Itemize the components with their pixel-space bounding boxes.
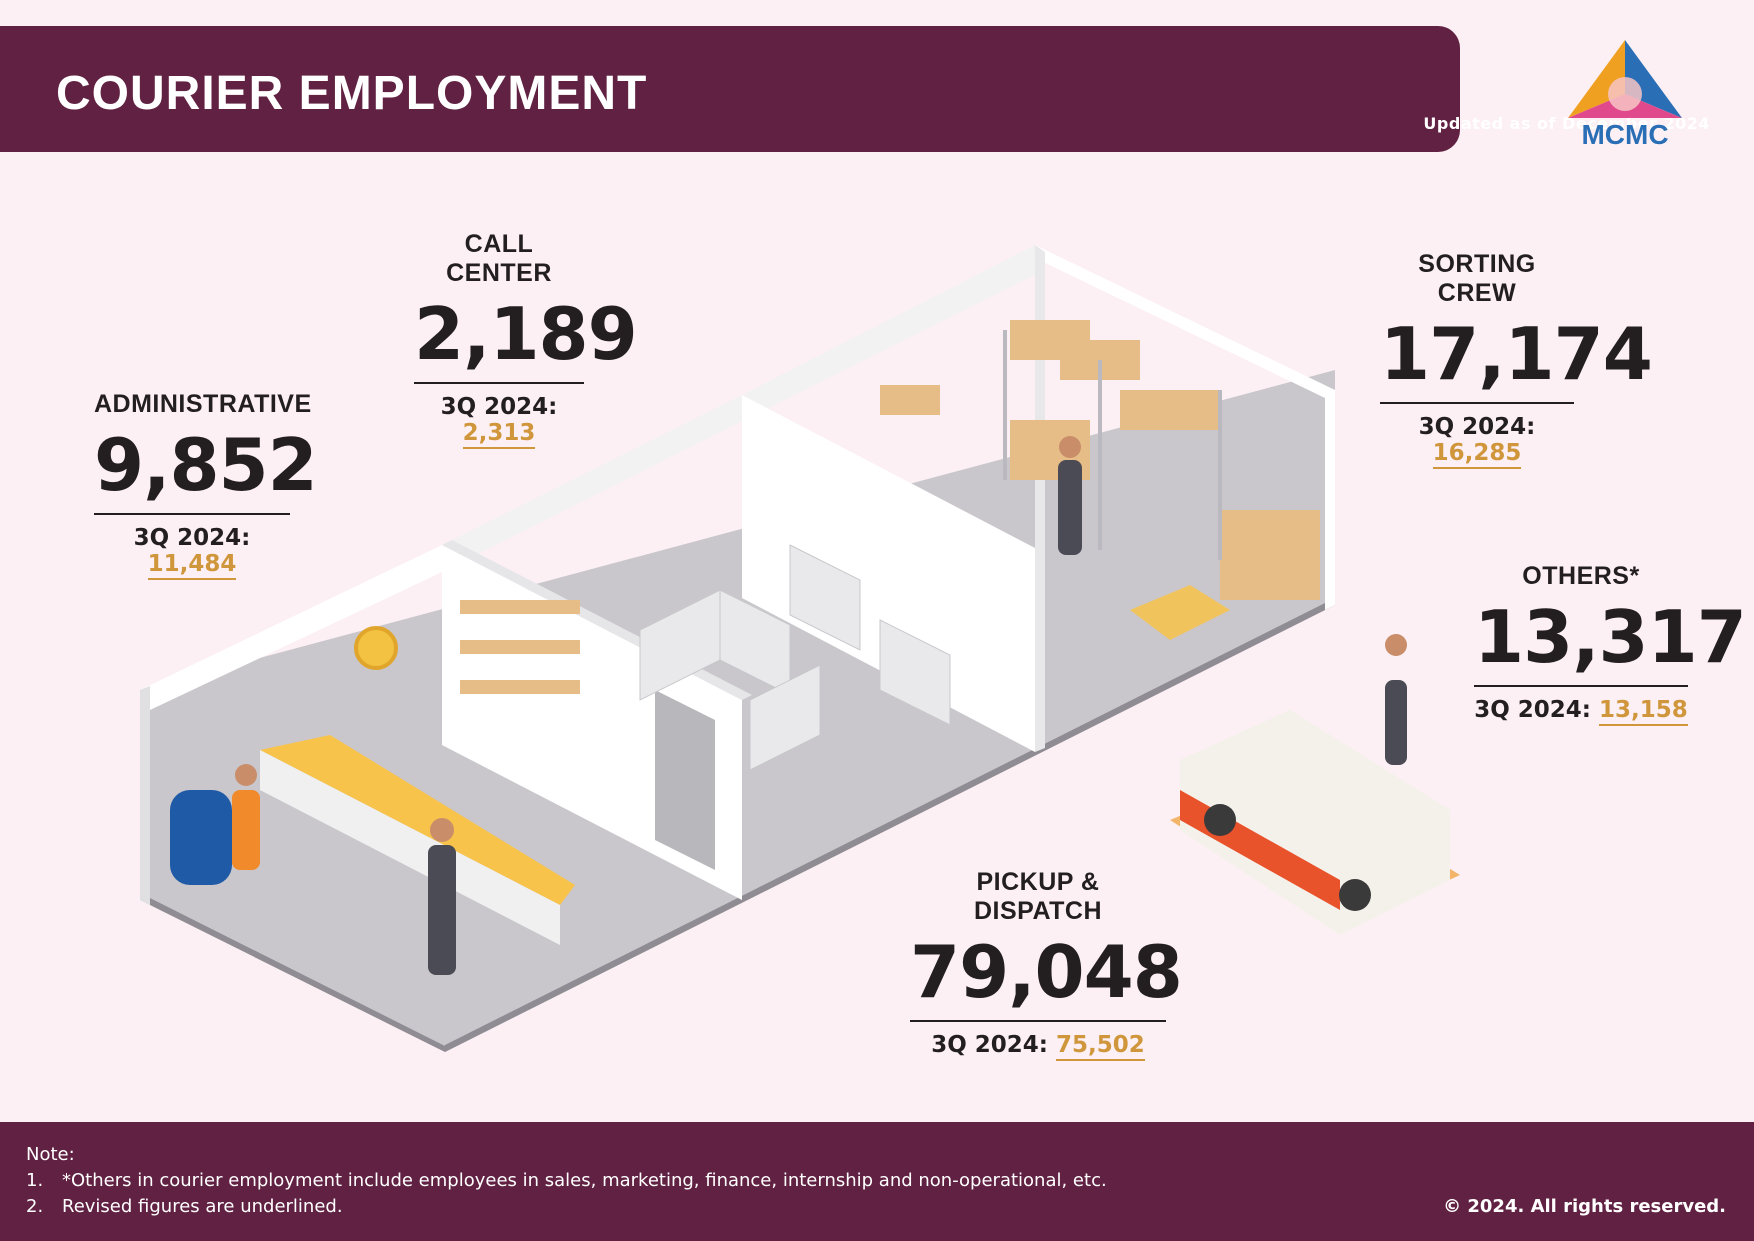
stat-call-center: CALL CENTER 2,189 3Q 2024: 2,313: [414, 230, 638, 449]
prev-label: 3Q 2024:: [1474, 697, 1591, 723]
prev-value: 2,313: [462, 420, 536, 449]
stat-sorting-crew: SORTING CREW 17,174 3Q 2024: 16,285: [1380, 250, 1653, 469]
note-item: 2. Revised figures are underlined.: [26, 1196, 343, 1217]
stat-previous: 3Q 2024: 2,313: [414, 394, 584, 449]
prev-label: 3Q 2024:: [440, 394, 558, 420]
svg-text:MCMC: MCMC: [1581, 119, 1668, 148]
updated-date: Updated as of December 2024: [1423, 114, 1710, 133]
prev-value: 13,158: [1599, 697, 1688, 726]
mcmc-logo: MCMC: [1560, 38, 1690, 148]
stat-value: 13,317: [1474, 601, 1747, 687]
footer: Note: 1. *Others in courier employment in…: [0, 1122, 1754, 1241]
stat-administrative: ADMINISTRATIVE 9,852 3Q 2024: 11,484: [94, 390, 318, 580]
stat-previous: 3Q 2024: 11,484: [94, 525, 290, 580]
stat-previous: 3Q 2024: 75,502: [910, 1032, 1166, 1061]
stat-value: 79,048: [910, 936, 1183, 1022]
stat-value: 2,189: [414, 298, 638, 384]
stat-previous: 3Q 2024: 13,158: [1474, 697, 1688, 726]
stat-others: OTHERS* 13,317 3Q 2024: 13,158: [1474, 562, 1747, 726]
note-item: 1. *Others in courier employment include …: [26, 1170, 1107, 1191]
prev-label: 3Q 2024:: [133, 525, 251, 551]
stat-label: PICKUP & DISPATCH: [973, 868, 1103, 925]
note-number: 2.: [26, 1196, 44, 1217]
stat-value: 17,174: [1380, 318, 1653, 404]
prev-value: 11,484: [147, 551, 237, 580]
page-title: COURIER EMPLOYMENT: [56, 67, 648, 120]
note-number: 1.: [26, 1170, 44, 1191]
prev-label: 3Q 2024:: [1418, 414, 1536, 440]
stat-label: CALL CENTER: [446, 230, 552, 287]
header-bar: [0, 26, 1460, 152]
stat-label: OTHERS*: [1522, 562, 1640, 590]
stat-pickup-dispatch: PICKUP & DISPATCH 79,048 3Q 2024: 75,502: [910, 868, 1183, 1061]
note-text: *Others in courier employment include em…: [62, 1170, 1107, 1191]
prev-value: 16,285: [1432, 440, 1522, 469]
stat-value: 9,852: [94, 429, 318, 515]
copyright: © 2024. All rights reserved.: [1443, 1196, 1726, 1217]
note-text: Revised figures are underlined.: [62, 1196, 343, 1217]
prev-label: 3Q 2024:: [931, 1032, 1048, 1058]
note-title: Note:: [26, 1144, 75, 1165]
prev-value: 75,502: [1056, 1032, 1145, 1061]
stat-previous: 3Q 2024: 16,285: [1380, 414, 1574, 469]
stat-label: ADMINISTRATIVE: [94, 390, 312, 418]
stat-label: SORTING CREW: [1418, 250, 1536, 307]
